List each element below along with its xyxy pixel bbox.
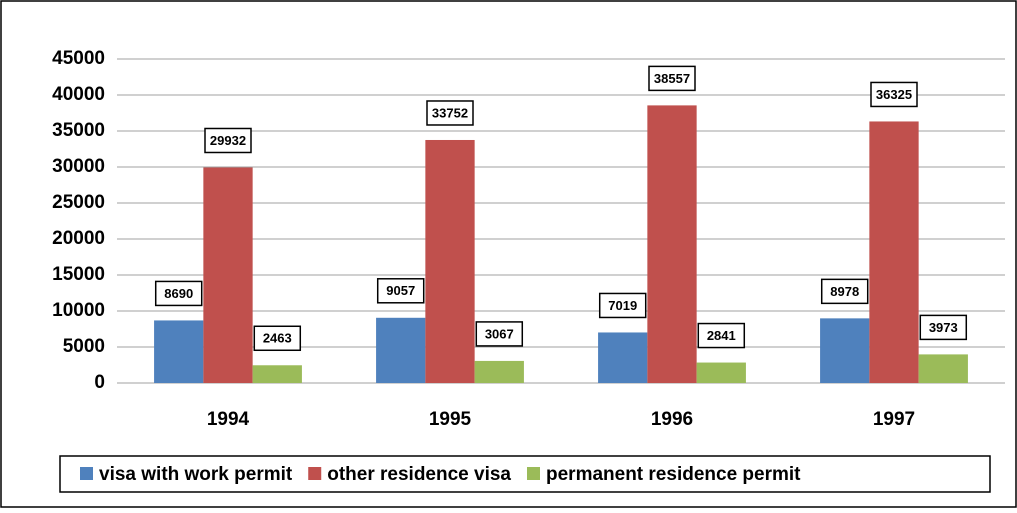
bar xyxy=(647,105,697,384)
bar xyxy=(598,332,648,383)
data-label: 3067 xyxy=(485,326,514,341)
data-label-box xyxy=(697,322,746,349)
bar xyxy=(696,362,746,383)
legend-label: visa with work permit xyxy=(99,464,293,485)
y-tick-label: 40000 xyxy=(52,84,105,105)
data-label: 7019 xyxy=(608,298,637,313)
legend-label: other residence visa xyxy=(327,464,511,485)
legend-swatch xyxy=(308,467,322,480)
bar xyxy=(252,365,302,383)
x-tick-label: 1996 xyxy=(651,409,693,430)
bar xyxy=(425,139,475,383)
legend-swatch xyxy=(527,467,540,480)
y-tick-label: 5000 xyxy=(63,336,105,357)
legend-label: permanent residence permit xyxy=(546,464,801,485)
y-tick-label: 45000 xyxy=(52,48,105,69)
y-tick-label: 35000 xyxy=(52,120,105,141)
data-label-box xyxy=(475,321,524,347)
bar xyxy=(203,167,253,383)
data-label: 36325 xyxy=(876,87,912,102)
x-tick-label: 1995 xyxy=(429,409,472,430)
data-label: 2463 xyxy=(263,331,292,346)
data-label-box xyxy=(598,292,647,319)
bar xyxy=(154,320,204,383)
bar xyxy=(820,318,870,383)
y-tick-label: 25000 xyxy=(52,192,105,213)
bar xyxy=(869,121,919,384)
legend-box xyxy=(59,455,991,493)
data-label: 29932 xyxy=(210,133,246,148)
data-label: 38557 xyxy=(654,71,690,86)
y-tick-label: 0 xyxy=(94,372,105,393)
data-label: 9057 xyxy=(386,283,415,298)
legend-swatch xyxy=(80,467,93,480)
data-label-box xyxy=(154,280,203,307)
data-label: 8978 xyxy=(830,284,859,299)
data-label-box xyxy=(376,278,425,304)
x-tick-label: 1994 xyxy=(207,409,250,430)
data-label-box xyxy=(426,100,474,126)
bar xyxy=(918,354,968,383)
bar xyxy=(474,360,524,383)
x-tick-label: 1997 xyxy=(873,409,915,430)
data-label-box xyxy=(204,127,252,154)
y-tick-label: 20000 xyxy=(52,228,105,249)
data-label-box xyxy=(919,314,968,341)
bar xyxy=(376,317,426,383)
data-label: 8690 xyxy=(164,286,193,301)
data-label-box xyxy=(820,278,869,305)
y-tick-label: 30000 xyxy=(52,156,105,177)
data-label: 3973 xyxy=(929,320,958,335)
y-tick-label: 15000 xyxy=(52,264,105,285)
data-label-box xyxy=(648,65,696,92)
data-label: 33752 xyxy=(432,105,468,120)
data-label: 2841 xyxy=(707,328,736,343)
data-label-box xyxy=(870,81,918,108)
y-tick-label: 10000 xyxy=(52,300,105,321)
data-label-box xyxy=(253,325,302,352)
